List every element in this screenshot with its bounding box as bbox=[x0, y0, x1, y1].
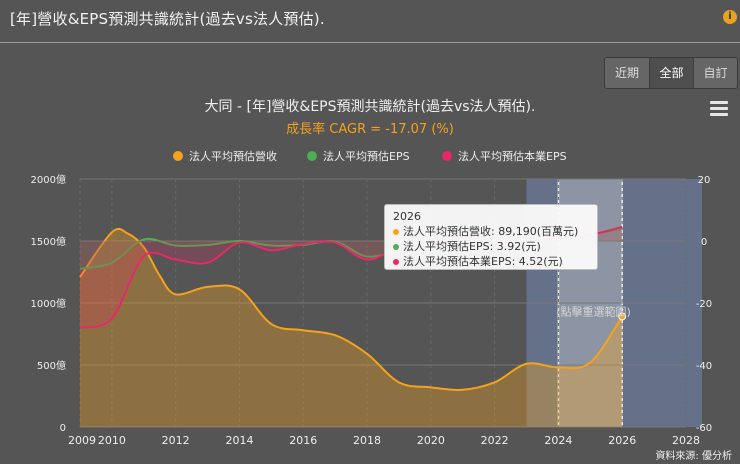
legend-label: 法人平均預估本業EPS bbox=[458, 149, 567, 163]
revenue-marker[interactable] bbox=[618, 312, 627, 321]
menu-icon[interactable] bbox=[708, 98, 730, 118]
legend-marker[interactable] bbox=[173, 151, 183, 161]
info-icon[interactable]: i bbox=[723, 10, 737, 24]
x-tick-label: 2024 bbox=[544, 434, 572, 447]
range-tabs: 近期 全部 自訂 bbox=[604, 57, 738, 89]
y-left-tick-label: 2000億 bbox=[31, 173, 66, 186]
y-left-tick-label: 0 bbox=[60, 423, 66, 434]
x-tick-label: 2010 bbox=[98, 434, 126, 447]
x-tick-label: 2020 bbox=[417, 434, 445, 447]
legend-label: 法人平均預估EPS bbox=[323, 149, 410, 163]
x-tick-label: 2028 bbox=[672, 434, 700, 447]
title-divider bbox=[0, 42, 740, 43]
tab-all[interactable]: 全部 bbox=[649, 58, 693, 88]
data-source: 資料來源: 優分析 bbox=[655, 451, 732, 462]
revenue-line[interactable] bbox=[79, 227, 624, 391]
tooltip: 2026 法人平均預估營收: 89,190(百萬元) 法人平均預估EPS: 3.… bbox=[384, 204, 598, 270]
x-tick-label: 2012 bbox=[162, 434, 190, 447]
tab-recent[interactable]: 近期 bbox=[605, 58, 649, 88]
page-title: [年]營收&EPS預測共識統計(過去vs法人預估). bbox=[10, 10, 325, 28]
tooltip-eps: 法人平均預估EPS: 3.92(元) bbox=[403, 240, 541, 253]
x-tick-label: 2016 bbox=[289, 434, 317, 447]
x-tick-label: 2009 bbox=[68, 434, 96, 447]
legend-label: 法人平均預估營收 bbox=[189, 149, 277, 163]
y-left-tick-label: 1000億 bbox=[31, 297, 66, 310]
tab-custom[interactable]: 自訂 bbox=[693, 58, 737, 88]
y-right-tick-label: -40 bbox=[696, 361, 712, 372]
x-tick-label: 2026 bbox=[608, 434, 636, 447]
x-tick-label: 2022 bbox=[481, 434, 509, 447]
y-left-tick-label: 1500億 bbox=[31, 235, 66, 248]
x-tick-label: 2014 bbox=[225, 434, 253, 447]
forecast-band-label: (點擊重選範圍) bbox=[556, 304, 631, 318]
y-left-tick-label: 500億 bbox=[37, 359, 66, 372]
chart-subtitle: 成長率 CAGR = -17.07 (%) bbox=[286, 122, 454, 137]
y-right-tick-label: -60 bbox=[696, 423, 712, 434]
legend-marker[interactable] bbox=[307, 151, 317, 161]
chart-title: 大同 - [年]營收&EPS預測共識統計(過去vs法人預估). bbox=[204, 99, 536, 115]
tooltip-title: 2026 bbox=[393, 210, 421, 223]
x-tick-label: 2018 bbox=[353, 434, 381, 447]
y-right-tick-label: 0 bbox=[701, 237, 707, 248]
legend-marker[interactable] bbox=[442, 151, 452, 161]
revenue-area bbox=[80, 228, 623, 427]
tooltip-revenue: 法人平均預估營收: 89,190(百萬元) bbox=[403, 225, 579, 238]
y-right-tick-label: 20 bbox=[698, 175, 711, 186]
y-right-tick-label: -20 bbox=[696, 299, 712, 310]
core-eps-area bbox=[80, 226, 623, 328]
tooltip-core-eps: 法人平均預估本業EPS: 4.52(元) bbox=[403, 255, 563, 268]
